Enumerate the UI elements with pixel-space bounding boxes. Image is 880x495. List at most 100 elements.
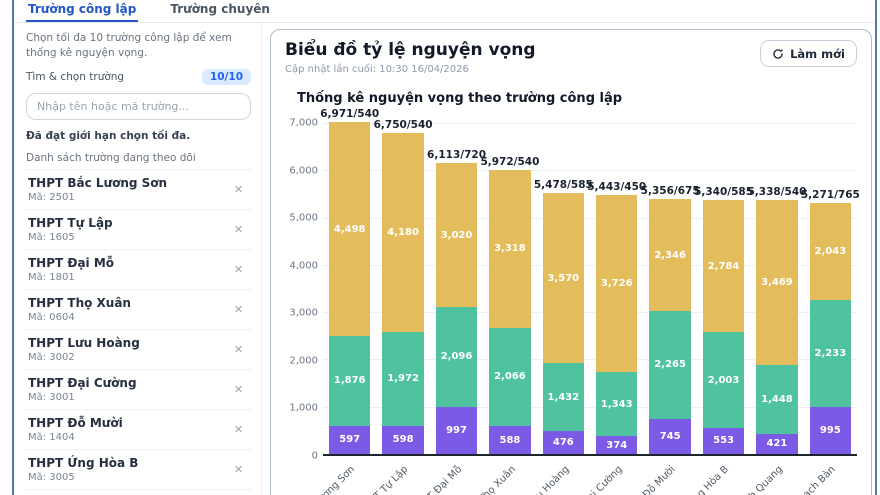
limit-message: Đã đạt giới hạn chọn tối đa.	[26, 130, 191, 143]
remove-school-button[interactable]: ×	[228, 340, 249, 359]
page-title: Biểu đồ tỷ lệ nguyện vọng	[285, 40, 536, 60]
remove-school-button[interactable]: ×	[228, 260, 249, 279]
bar-total-label: 6,750/540	[373, 118, 433, 131]
segment-value-label: 1,448	[761, 394, 793, 406]
school-code: Mã: 3002	[28, 352, 75, 364]
x-axis-category-label: THPT Tự Lập	[358, 464, 411, 495]
bar-segment-purple: 374	[596, 436, 638, 454]
segment-value-label: 2,096	[440, 351, 473, 363]
selection-count-badge: 10/10	[201, 69, 251, 86]
segment-value-label: 3,020	[440, 229, 473, 241]
school-name: THPT Bắc Lương Sơn	[28, 176, 168, 191]
bars-container: 597 1,876 4,498 6,971/540 THPT Bắc Lương Sơn…	[277, 108, 860, 495]
tab-truong-cong-lap[interactable]: Trường công lập	[26, 0, 139, 22]
bar-segment-purple: 995	[809, 406, 852, 454]
segment-value-label: 553	[713, 435, 734, 447]
school-list-item: THPT Đỗ Mười Mã: 1404 ×	[26, 409, 251, 449]
remove-school-button[interactable]: ×	[228, 300, 249, 319]
segment-value-label: 1,343	[600, 398, 633, 410]
y-axis-tick-label: 1,000	[289, 402, 318, 414]
bar-segment-teal: 1,343	[596, 372, 638, 437]
plot-area: 597 1,876 4,498 6,971/540 THPT Bắc Lương Sơn…	[277, 108, 860, 495]
bar-segment-yellow: 3,318	[489, 169, 531, 328]
stacked-bar: 745 2,265 2,346 5,356/675 THPT Đỗ Mười	[621, 123, 700, 495]
segment-value-label: 1,432	[547, 391, 580, 403]
school-info: THPT Ứng Hòa B Mã: 3005	[28, 456, 138, 483]
bar-segment-purple: 597	[329, 425, 371, 454]
tab-truong-chuyen[interactable]: Trường chuyên	[170, 2, 270, 16]
bar-segment-teal: 2,096	[435, 306, 478, 407]
content-row: Chọn tối đa 10 trường công lập để xem th…	[14, 23, 875, 495]
stacked-bar: 598 1,972 4,180 6,750/540 THPT Tự Lập	[359, 119, 433, 495]
x-axis-category-label: THPT Đỗ Mười	[620, 464, 678, 495]
window-left-edge	[12, 0, 14, 495]
remove-school-button[interactable]: ×	[228, 380, 249, 399]
school-info: THPT Lưu Hoàng Mã: 3002	[28, 336, 140, 363]
bar-segment-purple: 476	[542, 431, 585, 454]
bar-total-label: 5,478/585	[533, 178, 593, 191]
bar-segment-purple: 553	[702, 427, 745, 454]
bar-segment-yellow: 4,498	[329, 122, 371, 337]
bar-total-label: 5,340/585	[694, 185, 754, 198]
bar-total-label: 6,113/720	[427, 148, 486, 161]
school-code: Mã: 0604	[28, 312, 75, 324]
school-code: Mã: 1801	[28, 272, 75, 284]
segment-value-label: 1,972	[387, 373, 419, 385]
bar-stack: 374 1,343 3,726	[596, 195, 638, 454]
school-name: THPT Thọ Xuân	[28, 296, 131, 311]
remove-school-button[interactable]: ×	[228, 180, 249, 199]
segment-value-label: 2,003	[707, 374, 740, 386]
gridline	[323, 406, 857, 408]
segment-value-label: 3,318	[494, 243, 526, 255]
stacked-bar-chart: 0 1,000 2,000 3,000 4,000 5,000 6,000 7,000 597…	[277, 106, 860, 495]
last-updated: Cập nhật lần cuối: 10:30 16/04/2026	[285, 64, 469, 75]
bar-segment-teal: 2,233	[809, 300, 852, 407]
school-name: THPT Ứng Hòa B	[28, 456, 139, 471]
main-area: Biểu đồ tỷ lệ nguyện vọng Cập nhật lần c…	[262, 23, 875, 495]
school-search-input[interactable]	[26, 93, 251, 121]
school-list-item: THPT Bắc Lương Sơn Mã: 2501 ×	[26, 169, 251, 209]
school-info: THPT Đại Mỗ Mã: 1801	[28, 256, 114, 283]
school-list-item: THPT Đại Mỗ Mã: 1801 ×	[26, 249, 251, 289]
bar-segment-yellow: 3,726	[596, 195, 638, 373]
card-header: Biểu đồ tỷ lệ nguyện vọng Cập nhật lần c…	[285, 40, 857, 75]
bar-segment-teal: 1,448	[756, 365, 798, 434]
segment-value-label: 997	[446, 424, 467, 436]
school-list-item: THPT Lưu Hoàng Mã: 3002 ×	[26, 329, 251, 369]
bar-total-label: 5,972/540	[480, 155, 540, 168]
stacked-bar: 597 1,876 4,498 6,971/540 THPT Bắc Lương Sơn	[277, 108, 380, 495]
refresh-button[interactable]: Làm mới	[760, 40, 857, 67]
y-axis-tick-label: 6,000	[289, 165, 318, 177]
y-axis-tick-label: 4,000	[289, 260, 318, 272]
segment-value-label: 2,346	[654, 249, 686, 261]
bar-stack: 597 1,876 4,498	[329, 122, 371, 454]
chart-card: Biểu đồ tỷ lệ nguyện vọng Cập nhật lần c…	[270, 29, 872, 495]
bar-stack: 997 2,096 3,020	[435, 163, 478, 454]
bar-stack: 476 1,432 3,570	[542, 193, 585, 454]
y-axis-tick-label: 2,000	[289, 355, 318, 367]
bar-stack: 598 1,972 4,180	[382, 132, 424, 454]
gridline	[323, 217, 857, 219]
remove-school-button[interactable]: ×	[228, 460, 249, 479]
school-code: Mã: 1605	[28, 232, 75, 244]
bar-segment-teal: 2,066	[489, 327, 531, 427]
sidebar: Chọn tối đa 10 trường công lập để xem th…	[14, 23, 262, 495]
bar-segment-teal: 2,265	[649, 310, 691, 419]
bar-segment-yellow: 2,346	[649, 199, 691, 311]
bar-stack: 588 2,066 3,318	[489, 169, 531, 454]
bar-segment-teal: 1,972	[382, 331, 424, 426]
bar-segment-teal: 2,003	[702, 332, 745, 428]
gridline	[323, 123, 857, 124]
y-axis-tick-label: 3,000	[289, 307, 318, 319]
remove-school-button[interactable]: ×	[228, 220, 249, 239]
bar-stack: 421 1,448 3,469	[756, 200, 798, 454]
card-title-block: Biểu đồ tỷ lệ nguyện vọng Cập nhật lần c…	[285, 40, 536, 75]
bar-segment-yellow: 2,043	[809, 203, 852, 301]
remove-school-button[interactable]: ×	[228, 420, 249, 439]
segment-value-label: 2,784	[707, 260, 740, 272]
bar-total-label: 5,443/450	[587, 180, 647, 193]
